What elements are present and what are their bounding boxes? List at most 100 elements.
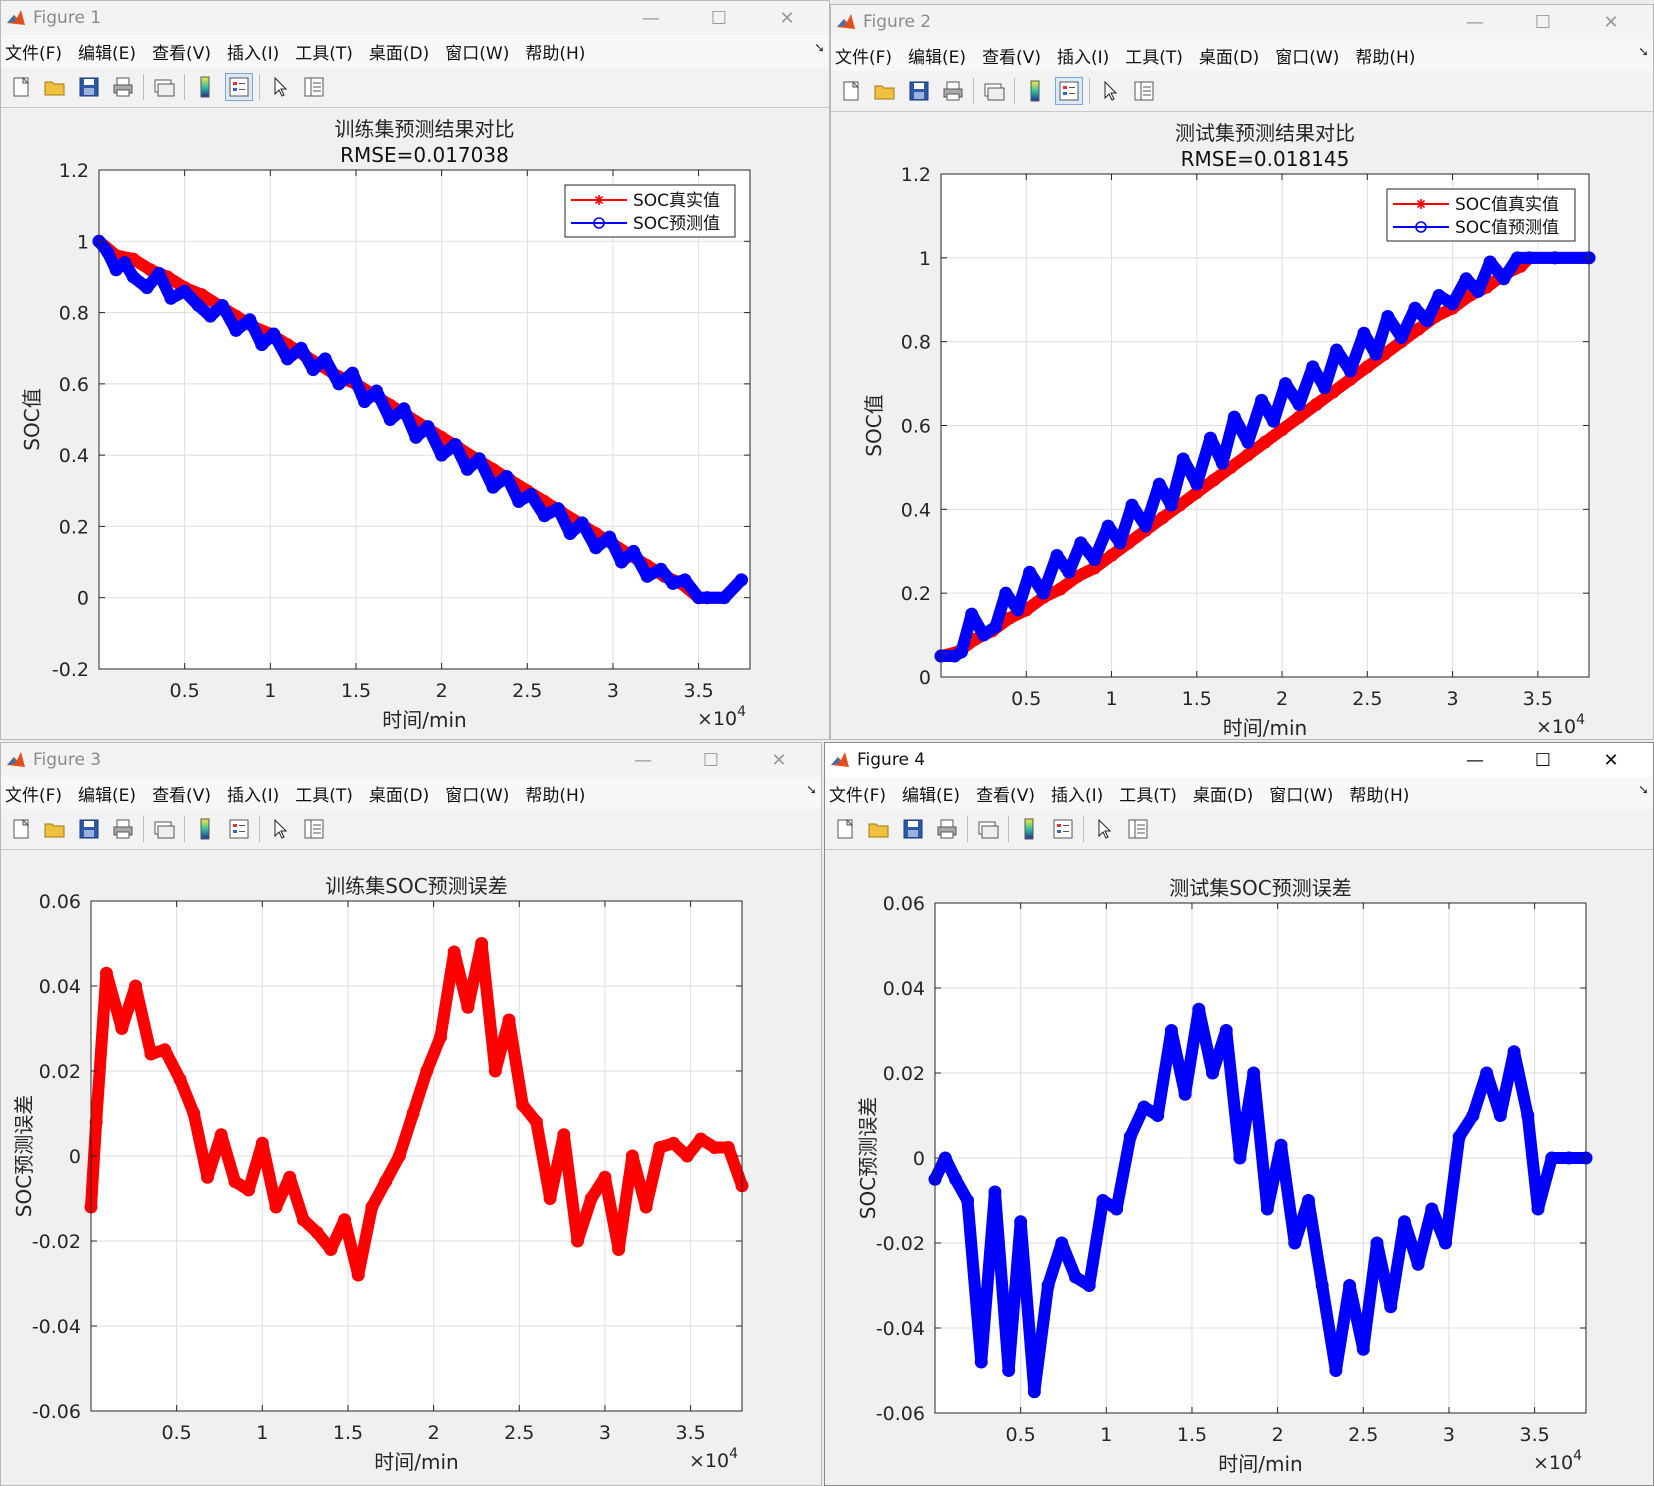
save-button[interactable]: [905, 77, 933, 105]
colorbar-button[interactable]: [1015, 815, 1043, 843]
figure-canvas[interactable]: 0.5 1 1.5 2 2.5 3 3.5 0 0.2 0.4 0.6 0.8 1 1.2 ×104 测试集预…: [831, 112, 1653, 739]
menu-item-7[interactable]: 帮助(H): [525, 43, 586, 64]
close-icon: ✕: [1603, 11, 1619, 33]
menu-item-7[interactable]: 帮助(H): [1355, 47, 1416, 68]
menu-item-6[interactable]: 窗口(W): [445, 785, 510, 806]
close-button[interactable]: ✕: [745, 743, 813, 777]
save-button[interactable]: [75, 73, 103, 101]
pointer-button[interactable]: [1090, 815, 1118, 843]
link-plot-button[interactable]: [150, 815, 178, 843]
colorbar-button[interactable]: [1021, 77, 1049, 105]
link-plot-button[interactable]: [980, 77, 1008, 105]
menubar-overflow-icon[interactable]: ➘: [806, 783, 817, 798]
legend[interactable]: SOC值真实值 SOC值预测值: [1386, 188, 1576, 242]
figure-canvas[interactable]: 0.5 1 1.5 2 2.5 3 3.5 -0.06 -0.04 -0.02 0 0.02 0.04 0…: [1, 850, 821, 1485]
legend-button[interactable]: [225, 73, 253, 101]
menu-item-5[interactable]: 桌面(D): [1198, 47, 1260, 68]
maximize-button[interactable]: ☐: [1509, 743, 1577, 777]
menu-item-6[interactable]: 窗口(W): [1275, 47, 1340, 68]
menu-item-5[interactable]: 桌面(D): [368, 43, 430, 64]
menu-item-4[interactable]: 工具(T): [295, 785, 353, 806]
menu-item-1[interactable]: 编辑(E): [78, 43, 137, 64]
menu-item-0[interactable]: 文件(F): [835, 47, 893, 68]
axes-background[interactable]: [99, 170, 750, 669]
minimize-button[interactable]: —: [1441, 5, 1509, 39]
minimize-button[interactable]: —: [609, 743, 677, 777]
open-file-button[interactable]: [41, 73, 69, 101]
menubar-overflow-icon[interactable]: ➘: [1638, 783, 1649, 798]
menu-item-2[interactable]: 查看(V): [982, 47, 1041, 68]
menu-item-3[interactable]: 插入(I): [1050, 785, 1104, 806]
figure-3-titlebar[interactable]: Figure 3 — ☐ ✕: [1, 743, 821, 777]
menu-item-7[interactable]: 帮助(H): [1349, 785, 1410, 806]
menu-item-6[interactable]: 窗口(W): [1269, 785, 1334, 806]
menu-item-7[interactable]: 帮助(H): [525, 785, 586, 806]
close-button[interactable]: ✕: [1577, 743, 1645, 777]
menu-item-6[interactable]: 窗口(W): [445, 43, 510, 64]
menubar-overflow-icon[interactable]: ➘: [814, 41, 825, 56]
menu-item-4[interactable]: 工具(T): [1119, 785, 1177, 806]
menu-item-1[interactable]: 编辑(E): [78, 785, 137, 806]
new-figure-button[interactable]: [837, 77, 865, 105]
print-button[interactable]: [109, 73, 137, 101]
menu-item-0[interactable]: 文件(F): [5, 43, 63, 64]
menu-item-2[interactable]: 查看(V): [976, 785, 1035, 806]
figure-1-window[interactable]: Figure 1 — ☐ ✕ 文件(F) 编辑(E) 查看(V) 插入(I) 工具(T)…: [0, 0, 830, 740]
close-button[interactable]: ✕: [753, 1, 821, 35]
colorbar-button[interactable]: [191, 73, 219, 101]
menu-item-3[interactable]: 插入(I): [226, 785, 280, 806]
print-button[interactable]: [939, 77, 967, 105]
menu-item-2[interactable]: 查看(V): [152, 43, 211, 64]
pointer-button[interactable]: [266, 73, 294, 101]
new-figure-button[interactable]: [831, 815, 859, 843]
pointer-button[interactable]: [1096, 77, 1124, 105]
new-figure-button[interactable]: [7, 815, 35, 843]
menu-item-2[interactable]: 查看(V): [152, 785, 211, 806]
legend-button[interactable]: [225, 815, 253, 843]
maximize-button[interactable]: ☐: [677, 743, 745, 777]
legend-button[interactable]: [1049, 815, 1077, 843]
minimize-button[interactable]: —: [617, 1, 685, 35]
menu-item-3[interactable]: 插入(I): [226, 43, 280, 64]
property-inspector-button[interactable]: [300, 815, 328, 843]
save-button[interactable]: [75, 815, 103, 843]
menu-item-5[interactable]: 桌面(D): [1192, 785, 1254, 806]
open-file-button[interactable]: [41, 815, 69, 843]
pointer-button[interactable]: [266, 815, 294, 843]
figure-4-window[interactable]: Figure 4 — ☐ ✕ 文件(F) 编辑(E) 查看(V) 插入(I) 工具(T)…: [824, 742, 1654, 1486]
open-file-button[interactable]: [865, 815, 893, 843]
legend-button[interactable]: [1055, 77, 1083, 105]
figure-2-window[interactable]: Figure 2 — ☐ ✕ 文件(F) 编辑(E) 查看(V) 插入(I) 工具(T)…: [830, 4, 1654, 740]
menu-item-4[interactable]: 工具(T): [1125, 47, 1183, 68]
menubar-overflow-icon[interactable]: ➘: [1638, 45, 1649, 60]
menu-item-0[interactable]: 文件(F): [5, 785, 63, 806]
property-inspector-button[interactable]: [1130, 77, 1158, 105]
menu-item-1[interactable]: 编辑(E): [908, 47, 967, 68]
open-file-button[interactable]: [871, 77, 899, 105]
print-button[interactable]: [109, 815, 137, 843]
close-button[interactable]: ✕: [1577, 5, 1645, 39]
figure-2-titlebar[interactable]: Figure 2 — ☐ ✕: [831, 5, 1653, 39]
save-button[interactable]: [899, 815, 927, 843]
maximize-button[interactable]: ☐: [1509, 5, 1577, 39]
property-inspector-button[interactable]: [1124, 815, 1152, 843]
menu-item-4[interactable]: 工具(T): [295, 43, 353, 64]
colorbar-button[interactable]: [191, 815, 219, 843]
figure-3-window[interactable]: Figure 3 — ☐ ✕ 文件(F) 编辑(E) 查看(V) 插入(I) 工具(T)…: [0, 742, 822, 1486]
legend[interactable]: SOC真实值 SOC预测值: [564, 184, 736, 238]
figure-4-titlebar[interactable]: Figure 4 — ☐ ✕: [825, 743, 1653, 777]
menu-item-1[interactable]: 编辑(E): [902, 785, 961, 806]
menu-item-5[interactable]: 桌面(D): [368, 785, 430, 806]
print-button[interactable]: [933, 815, 961, 843]
link-plot-button[interactable]: [150, 73, 178, 101]
minimize-button[interactable]: —: [1441, 743, 1509, 777]
figure-canvas[interactable]: 0.5 1 1.5 2 2.5 3 3.5 -0.2 0 0.2 0.4 0.6 0.8 1 1.2 ×104…: [1, 108, 829, 739]
link-plot-button[interactable]: [974, 815, 1002, 843]
new-figure-button[interactable]: [7, 73, 35, 101]
menu-item-0[interactable]: 文件(F): [829, 785, 887, 806]
menu-item-3[interactable]: 插入(I): [1056, 47, 1110, 68]
maximize-button[interactable]: ☐: [685, 1, 753, 35]
figure-1-titlebar[interactable]: Figure 1 — ☐ ✕: [1, 1, 829, 35]
figure-canvas[interactable]: 0.5 1 1.5 2 2.5 3 3.5 -0.06 -0.04 -0.02 0 0.02 0.04 0…: [825, 850, 1653, 1485]
property-inspector-button[interactable]: [300, 73, 328, 101]
